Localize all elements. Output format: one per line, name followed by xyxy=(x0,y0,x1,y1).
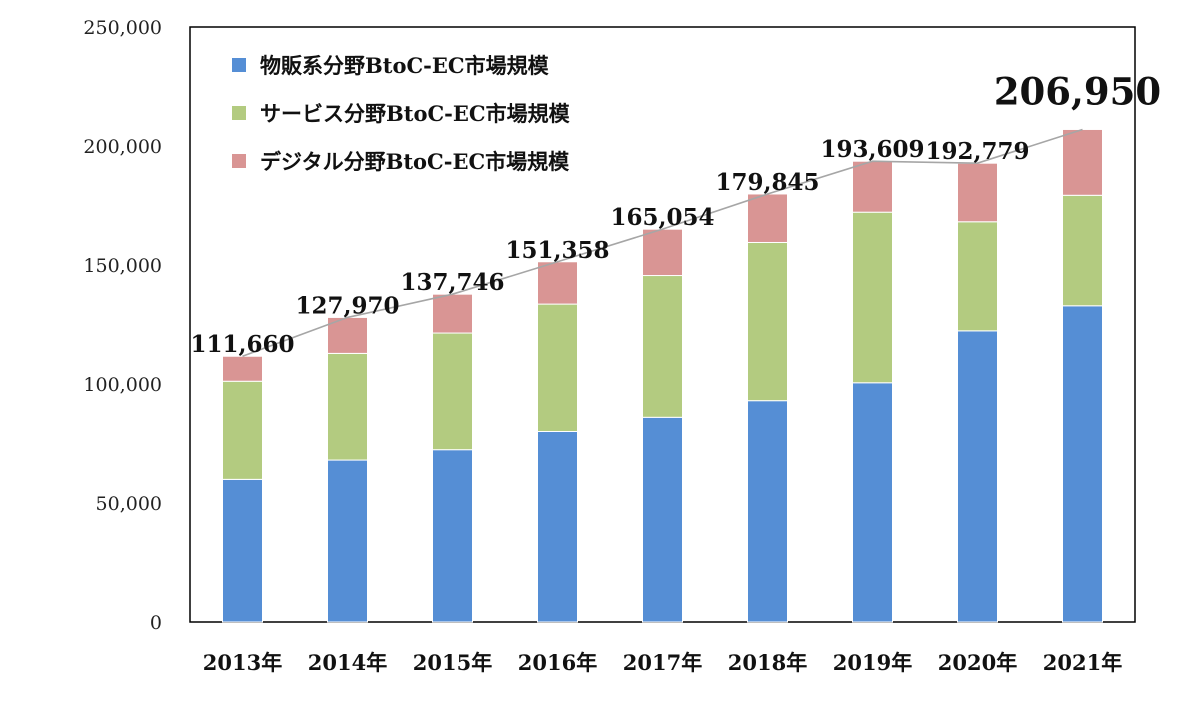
bar-segment-series-2 xyxy=(852,211,893,384)
bar-segment-series-2 xyxy=(327,352,368,461)
total-trend-line xyxy=(242,128,1083,357)
bar-segment-series-3 xyxy=(1062,128,1103,196)
y-tick-label: 50,000 xyxy=(96,493,162,515)
total-value-label: 151,358 xyxy=(505,237,609,264)
y-tick-label: 200,000 xyxy=(83,136,162,158)
bar-segment-series-3 xyxy=(537,261,578,305)
legend-swatch xyxy=(232,58,246,72)
legend-label: 物販系分野BtoC-EC市場規模 xyxy=(260,53,550,78)
y-tick-label: 0 xyxy=(150,612,162,634)
total-value-label: 127,970 xyxy=(295,292,399,319)
bar-segment-series-2 xyxy=(747,241,788,402)
bar-segment-series-3 xyxy=(957,162,998,223)
bar-segment-series-1 xyxy=(642,416,683,623)
legend-label: サービス分野BtoC-EC市場規模 xyxy=(260,101,571,126)
legend-swatch xyxy=(232,154,246,168)
bar-segment-series-1 xyxy=(1062,305,1103,623)
bar-segment-series-1 xyxy=(537,430,578,623)
x-tick-label: 2019年 xyxy=(833,650,912,675)
bar-segment-series-3 xyxy=(642,228,683,277)
total-value-label: 179,845 xyxy=(715,169,819,196)
bar-segment-series-2 xyxy=(642,275,683,418)
bar-segment-series-1 xyxy=(957,330,998,623)
x-tick-label: 2015年 xyxy=(413,650,492,675)
bar-segment-series-2 xyxy=(432,332,473,451)
total-value-label: 111,660 xyxy=(190,331,294,358)
bar-segment-series-3 xyxy=(432,293,473,334)
y-tick-label: 100,000 xyxy=(83,374,162,396)
y-tick-label: 150,000 xyxy=(83,255,162,277)
bar-segment-series-1 xyxy=(747,400,788,623)
x-tick-label: 2021年 xyxy=(1043,650,1122,675)
legend-swatch xyxy=(232,106,246,120)
total-value-label: 206,950 xyxy=(994,69,1161,113)
x-tick-label: 2017年 xyxy=(623,650,702,675)
bar-segment-series-2 xyxy=(222,380,263,480)
bar-segment-series-1 xyxy=(327,459,368,623)
bar-segment-series-1 xyxy=(852,382,893,623)
x-tick-label: 2020年 xyxy=(938,650,1017,675)
bar-segment-series-3 xyxy=(747,193,788,243)
x-tick-label: 2013年 xyxy=(203,650,282,675)
total-value-label: 192,779 xyxy=(925,138,1029,165)
x-tick-label: 2016年 xyxy=(518,650,597,675)
bar-segment-series-2 xyxy=(1062,194,1103,307)
y-tick-label: 250,000 xyxy=(83,17,162,39)
total-value-label: 165,054 xyxy=(610,204,714,231)
bar-segment-series-3 xyxy=(852,160,893,213)
total-value-label: 137,746 xyxy=(400,269,504,296)
bar-segment-series-2 xyxy=(537,303,578,432)
bar-segment-series-1 xyxy=(432,449,473,623)
legend-label: デジタル分野BtoC-EC市場規模 xyxy=(260,149,570,174)
bar-segment-series-3 xyxy=(222,355,263,382)
total-value-label: 193,609 xyxy=(820,136,924,163)
x-tick-label: 2014年 xyxy=(308,650,387,675)
bar-segment-series-2 xyxy=(957,221,998,332)
x-tick-label: 2018年 xyxy=(728,650,807,675)
bar-segment-series-1 xyxy=(222,478,263,623)
